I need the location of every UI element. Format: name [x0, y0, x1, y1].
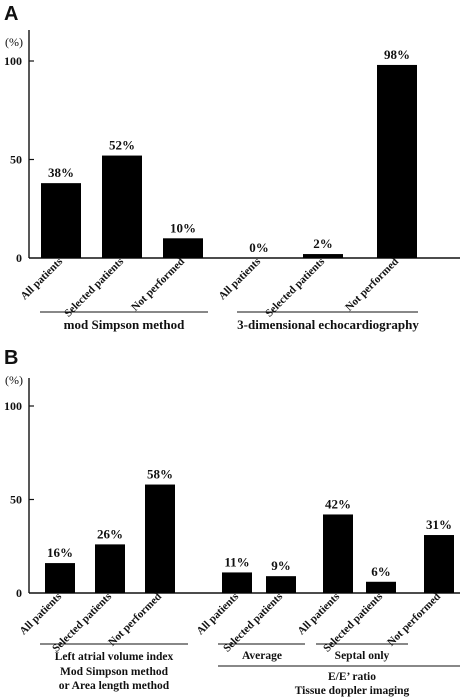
panel-a-value-label: 38%	[48, 165, 74, 180]
panel-a-category-label: Selected patients	[263, 255, 328, 320]
panel-b-category-label: All patients	[295, 590, 342, 637]
panel-b-value-label: 26%	[97, 526, 123, 541]
panel-b-value-label: 42%	[325, 496, 351, 511]
panel-a-y-tick-label: 100	[4, 54, 22, 68]
panel-a-group-2-label: 3-dimensional echocardiography	[237, 317, 419, 332]
panel-a-bar	[41, 183, 81, 258]
panel-b-category-label: Not performed	[385, 591, 443, 649]
panel-a-value-label: 0%	[249, 240, 269, 255]
panel-a-y-tick-label: 0	[16, 251, 22, 265]
panel-b-bar	[323, 514, 353, 593]
panel-b-footnote-3: Tissue doppler imaging	[295, 685, 410, 697]
panel-b-footnote-1: Mod Simpson method	[60, 666, 169, 678]
panel-a-label: A	[4, 3, 18, 25]
panel-b-lavi-label: Left atrial volume index	[55, 651, 174, 663]
panel-a-value-label: 10%	[170, 220, 196, 235]
panel-b-category-label: All patients	[17, 590, 64, 637]
panel-b-value-label: 6%	[371, 564, 391, 579]
panel-a-bar	[163, 238, 203, 258]
panel-a-bar	[377, 64, 417, 258]
panel-b-ee-label: E/E’ ratio	[328, 671, 376, 683]
panel-b-value-label: 11%	[224, 554, 249, 569]
panel-a-y-unit: (%)	[5, 35, 23, 49]
panel-a-bar	[102, 155, 142, 258]
panel-b-bar	[95, 544, 125, 593]
panel-b-bar	[266, 576, 296, 593]
panel-b-value-label: 58%	[147, 467, 173, 482]
panel-b-footnote-2: or Area length method	[59, 680, 170, 692]
panel-b-bar	[222, 572, 252, 593]
panel-b-bar	[145, 484, 175, 593]
panel-a-value-label: 2%	[313, 236, 333, 251]
panel-b-value-label: 9%	[271, 558, 291, 573]
panel-b-average-label: Average	[242, 650, 282, 662]
panel-a-category-label: Selected patients	[62, 255, 127, 320]
panel-a-category-label: All patients	[18, 255, 65, 302]
panel-b-septal-label: Septal only	[335, 650, 390, 662]
panel-a-bar	[303, 254, 343, 258]
panel-b-category-label: Not performed	[106, 591, 164, 649]
panel-b-bar	[366, 581, 396, 593]
panel-b-bar	[424, 535, 454, 593]
panel-a-category-label: All patients	[216, 255, 263, 302]
panel-a-value-label: 52%	[109, 138, 135, 153]
panel-a-group-1-label: mod Simpson method	[64, 317, 185, 332]
panel-b-y-unit: (%)	[5, 373, 23, 387]
panel-b-y-tick-label: 50	[10, 493, 22, 507]
panel-a-value-label: 98%	[384, 47, 410, 62]
panel-b-y-tick-label: 100	[4, 399, 22, 413]
panel-a-category-label: Not performed	[129, 256, 187, 314]
panel-a-category-label: Not performed	[343, 256, 401, 314]
panel-b-value-label: 31%	[426, 517, 452, 532]
panel-a-y-tick-label: 50	[10, 153, 22, 167]
panel-b-category-label: All patients	[194, 590, 241, 637]
panel-b-label: B	[4, 347, 18, 369]
panel-b-value-label: 16%	[47, 545, 73, 560]
panel-b-y-tick-label: 0	[16, 586, 22, 600]
panel-b-bar	[45, 563, 75, 593]
